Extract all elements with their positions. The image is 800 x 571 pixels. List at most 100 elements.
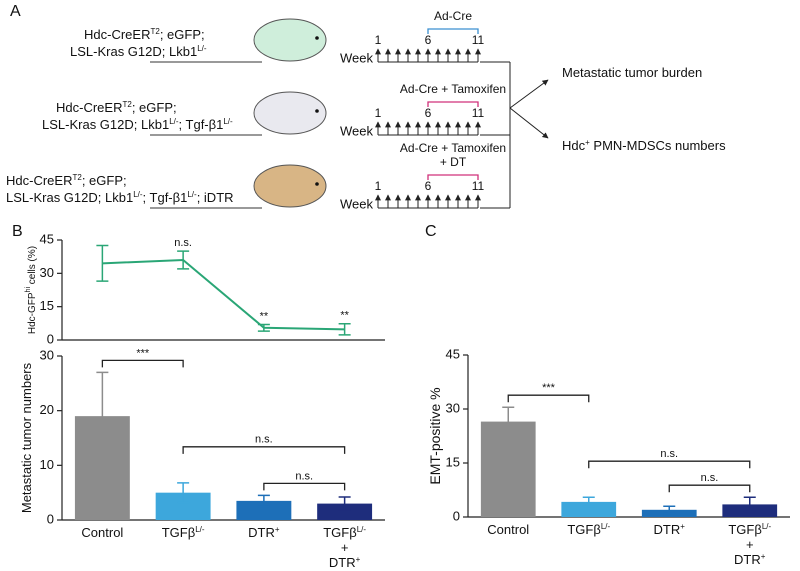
week-label: Week (340, 123, 373, 138)
y-tick-label: 0 (453, 508, 460, 523)
text-part: TGFβ (162, 525, 195, 540)
error-bar (96, 244, 109, 282)
error-bar (338, 323, 351, 336)
significance-label: *** (542, 382, 556, 394)
week-number: 11 (472, 33, 485, 47)
text-part: LSL-Kras G12D; Lkb1 (70, 44, 197, 59)
treatment-label: Ad-Cre (434, 9, 472, 23)
panel-label: B (12, 223, 23, 240)
genotype-text: Hdc-CreERT2; eGFP; (56, 100, 177, 116)
text-part: DTR (654, 522, 681, 537)
text-part: DTR (734, 552, 761, 567)
error-bar (582, 496, 595, 508)
text-part: Control (81, 525, 123, 540)
treatment-bracket (427, 101, 479, 107)
y-tick-label: 45 (446, 346, 460, 361)
treatment-line: + DT (440, 155, 467, 169)
superscript: + (761, 552, 766, 561)
x-tick-label: + (746, 537, 754, 552)
x-tick-label: DTR+ (248, 525, 280, 541)
superscript: + (585, 138, 590, 147)
outcome-text: Metastatic tumor burden (562, 65, 702, 80)
genotype-text: LSL-Kras G12D; Lkb1L/-; Tgf-β1L/- (42, 117, 233, 133)
outcome-arrow (509, 79, 549, 109)
error-bar (663, 505, 676, 515)
superscript: L/- (223, 117, 233, 126)
genotype-text: Hdc-CreERT2; eGFP; (84, 27, 205, 43)
y-tick-label: 20 (40, 402, 54, 417)
outcome-text: Hdc+ PMN-MDSCs numbers (562, 138, 726, 154)
y-tick-label: 30 (40, 265, 54, 280)
mouse-body (253, 18, 327, 62)
week-number: 11 (472, 106, 485, 120)
text-part: PMN-MDSCs numbers (590, 138, 726, 153)
superscript: T2 (122, 100, 132, 109)
week-number: 6 (425, 106, 432, 120)
x-tick-label: DTR+ (654, 522, 686, 538)
y-tick-label: 15 (446, 454, 460, 469)
superscript: L/- (169, 117, 179, 126)
x-tick-label: TGFβL/- (567, 522, 610, 538)
superscript: L/- (195, 525, 205, 534)
genotype-text: Hdc-CreERT2; eGFP; (6, 173, 127, 189)
error-bar (177, 250, 190, 270)
superscript: + (275, 525, 280, 534)
panel-label: A (10, 3, 21, 20)
bar (561, 501, 617, 517)
treatment-label: Ad-Cre + Tamoxifen + DT (400, 141, 506, 169)
text-part: Metastatic tumor numbers (19, 362, 34, 513)
week-label: Week (340, 196, 373, 211)
superscript: L/- (762, 522, 772, 531)
superscript: + (356, 555, 361, 564)
treatment-bracket (427, 174, 479, 180)
line (102, 258, 345, 331)
text-part: ; iDTR (197, 190, 234, 205)
significance-bracket (182, 446, 346, 454)
significance-bracket (101, 359, 184, 368)
significance-bracket (263, 482, 346, 491)
treatment-line: Ad-Cre + Tamoxifen (400, 141, 506, 155)
text-part: TGFβ (323, 525, 356, 540)
error-bar (743, 496, 756, 513)
panel-label: C (425, 223, 437, 240)
treatment-line: Ad-Cre (434, 9, 472, 23)
bar (317, 503, 373, 520)
significance-label: n.s. (255, 434, 273, 446)
week-number: 1 (375, 106, 382, 120)
y-axis-label: EMT-positive % (427, 387, 443, 484)
point-label: ** (340, 310, 349, 322)
error-bar (338, 496, 351, 511)
text-part: Hdc-CreER (56, 100, 122, 115)
error-bar (502, 406, 515, 437)
y-tick-label: 30 (40, 347, 54, 362)
text-part: DTR (248, 525, 275, 540)
significance-bracket (588, 460, 751, 469)
outcome-arrow (509, 107, 549, 139)
genotype-text: LSL-Kras G12D; Lkb1L/-; Tgf-β1L/-; iDTR (6, 190, 234, 206)
superscript: L/- (133, 190, 143, 199)
week-number: 11 (472, 179, 485, 193)
text-part: LSL-Kras G12D; Lkb1 (6, 190, 133, 205)
superscript: + (680, 522, 685, 531)
y-tick-label: 30 (446, 400, 460, 415)
treatment-line: Ad-Cre + Tamoxifen (400, 82, 506, 96)
text-part: + (746, 537, 754, 552)
text-part: TGFβ (567, 522, 600, 537)
significance-label: *** (136, 347, 150, 359)
x-tick-label: TGFβL/- (162, 525, 205, 541)
superscript: L/- (601, 522, 611, 531)
x-tick-label: DTR+ (734, 552, 766, 568)
bar (480, 421, 536, 517)
mouse-eye (315, 109, 319, 113)
text-part: + (341, 540, 349, 555)
y-tick-label: 0 (47, 331, 54, 346)
bar (236, 500, 292, 520)
y-tick-label: 45 (40, 231, 54, 246)
error-bar (177, 482, 190, 504)
genotype-text: LSL-Kras G12D; Lkb1L/- (70, 44, 207, 60)
week-number: 1 (375, 179, 382, 193)
x-tick-label: Control (487, 522, 529, 537)
mouse-body (253, 91, 327, 135)
text-part: ; eGFP; (82, 173, 127, 188)
superscript: L/- (357, 525, 367, 534)
